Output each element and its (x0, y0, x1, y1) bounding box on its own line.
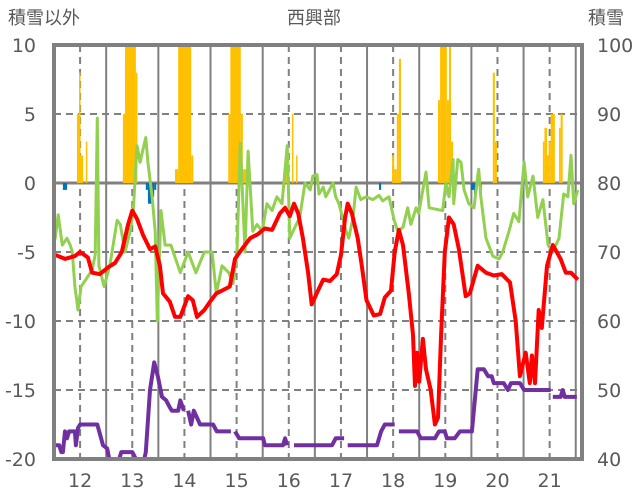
blue-bar (145, 183, 148, 190)
y-left-tick-label: -20 (5, 449, 36, 471)
plot-frame (52, 43, 584, 461)
x-tick-label: 17 (329, 470, 353, 492)
right-axis-title: 積雪 (588, 8, 624, 29)
orange-bar (559, 127, 561, 183)
y-right-tick-label: 40 (597, 449, 621, 471)
y-left-tick-label: 5 (24, 104, 36, 126)
y-right-tick-label: 60 (597, 311, 621, 333)
x-tick-label: 12 (68, 470, 92, 492)
orange-bar (492, 72, 495, 183)
y-left-tick-label: -10 (5, 311, 36, 333)
y-left-tick-label: -15 (5, 380, 36, 402)
orange-bar (76, 114, 80, 183)
orange-bar (446, 100, 449, 183)
y-right-tick-label: 80 (597, 173, 621, 195)
orange-bar (544, 127, 548, 183)
orange-bar (396, 114, 399, 183)
orange-bar (398, 58, 401, 183)
orange-bar (175, 169, 179, 183)
orange-bar (440, 45, 447, 183)
orange-bar (542, 141, 545, 183)
axis-labels: 12 13 14 15 16 17 18 19 20 211050-5-10-15-2010090… (5, 35, 633, 492)
x-tick-label: 20 (485, 470, 509, 492)
purple-series-line (55, 360, 577, 461)
orange-bar (228, 114, 231, 183)
orange-bar (548, 141, 551, 183)
orange-bar (230, 45, 241, 183)
y-right-tick-label: 50 (597, 380, 621, 402)
blue-bar (470, 183, 474, 190)
orange-bar (191, 155, 194, 183)
orange-bar (80, 155, 84, 183)
orange-bar (547, 155, 549, 183)
orange-bar (550, 114, 555, 183)
red-series-line (54, 201, 580, 427)
x-tick-label: 16 (277, 470, 301, 492)
x-tick-label: 15 (225, 470, 249, 492)
orange-bar (296, 155, 298, 183)
blue-bar (152, 183, 155, 197)
orange-bar (392, 155, 395, 183)
orange-bar (560, 114, 563, 183)
orange-bar (242, 169, 246, 183)
orange-bar (79, 72, 81, 183)
blue-bar (62, 183, 68, 190)
orange-bar (122, 114, 125, 183)
x-tick-label: 14 (172, 470, 196, 492)
orange-bar (394, 169, 397, 183)
bars-layer (62, 45, 563, 204)
x-tick-label: 18 (381, 470, 405, 492)
blue-bar (147, 183, 153, 204)
orange-bar (85, 141, 88, 183)
y-left-tick-label: -5 (17, 242, 36, 264)
orange-bar (178, 45, 192, 183)
x-tick-label: 19 (433, 470, 457, 492)
left-axis-title: 積雪以外 (8, 8, 80, 29)
orange-bar (135, 72, 138, 183)
y-right-tick-label: 70 (597, 242, 621, 264)
orange-bar (291, 114, 294, 183)
blue-bar (379, 183, 382, 190)
y-left-tick-label: 10 (12, 35, 36, 57)
y-right-tick-label: 90 (597, 104, 621, 126)
orange-bar (124, 45, 136, 183)
y-left-tick-label: 0 (24, 173, 36, 195)
x-tick-label: 21 (538, 470, 562, 492)
y-right-tick-label: 100 (597, 35, 633, 57)
orange-bar (438, 100, 441, 183)
orange-bar (494, 141, 497, 183)
x-tick-label: 13 (120, 470, 144, 492)
chart-title: 西興部 (287, 8, 341, 29)
orange-bar (448, 45, 452, 183)
blue-bar (154, 183, 157, 190)
